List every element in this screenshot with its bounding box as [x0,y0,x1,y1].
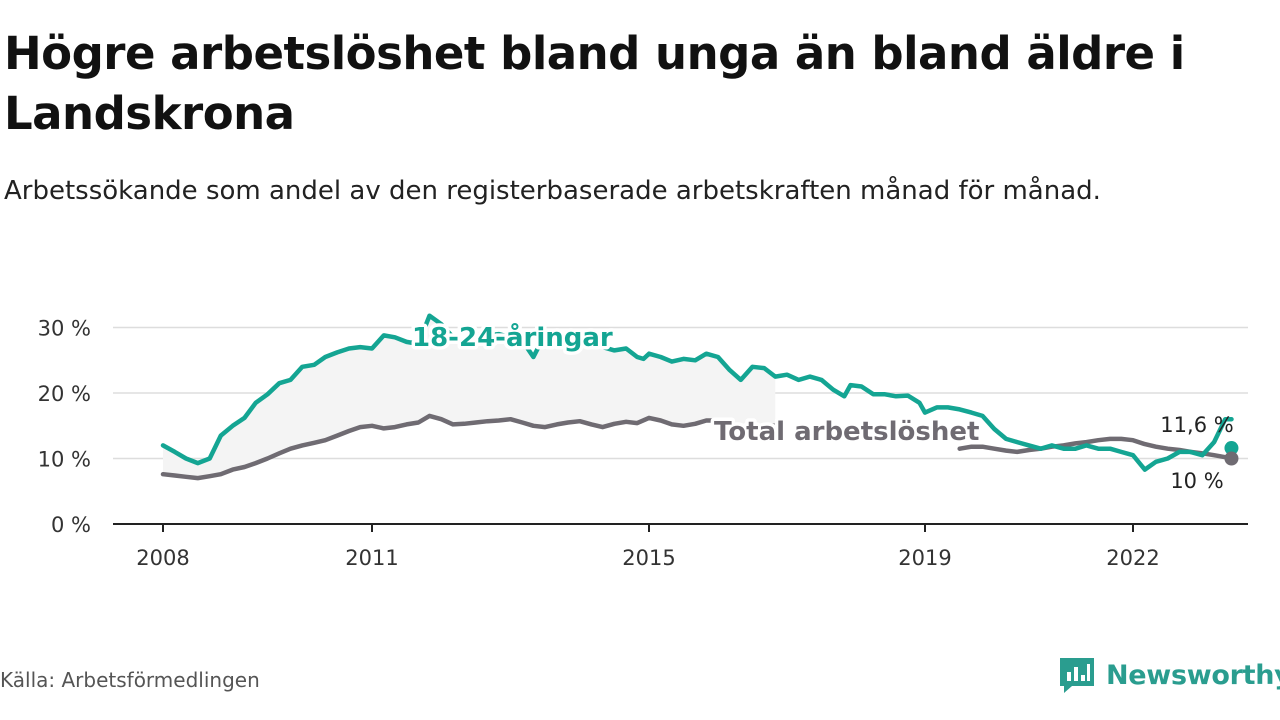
youth-end-value-label: 11,6 % [1160,413,1233,437]
y-tick-label: 0 % [51,513,91,537]
total-end-value-label: 10 % [1170,469,1223,493]
shaded-gap-area [163,315,776,479]
chart-title: Högre arbetslöshet bland unga än bland ä… [4,27,1185,140]
youth-series-line [160,313,1234,472]
total-end-marker [1224,451,1239,466]
x-tick-label: 2022 [1106,546,1159,570]
x-tick-label: 2008 [136,546,189,570]
newsworthy-logo-icon [1060,658,1094,693]
y-tick-label: 30 % [38,317,91,341]
y-tick-label: 20 % [38,382,91,406]
series-lines [160,313,1239,481]
total-series-label-halo: Total arbetslöshet [714,417,979,447]
brand-logo[interactable]: Newsworthy [1058,653,1280,697]
source-note: Källa: Arbetsförmedlingen [0,668,260,692]
x-tick-label: 2015 [622,546,675,570]
axes: 0 % 10 % 20 % 30 % 2008 2011 2015 2019 2022 [38,317,1248,570]
x-tick-label: 2011 [345,546,398,570]
youth-end-marker [1224,441,1239,456]
y-tick-label: 10 % [38,448,91,472]
total-series-line [160,413,778,481]
youth-series-label: 18-24-åringar [412,321,613,353]
brand-name: Newsworthy [1106,659,1280,691]
x-tick-label: 2019 [898,546,951,570]
youth-series-label-halo: 18-24-åringar [412,321,613,353]
total-series-label: Total arbetslöshet [714,417,979,447]
chart-subtitle: Arbetssökande som andel av den registerb… [4,176,1101,206]
